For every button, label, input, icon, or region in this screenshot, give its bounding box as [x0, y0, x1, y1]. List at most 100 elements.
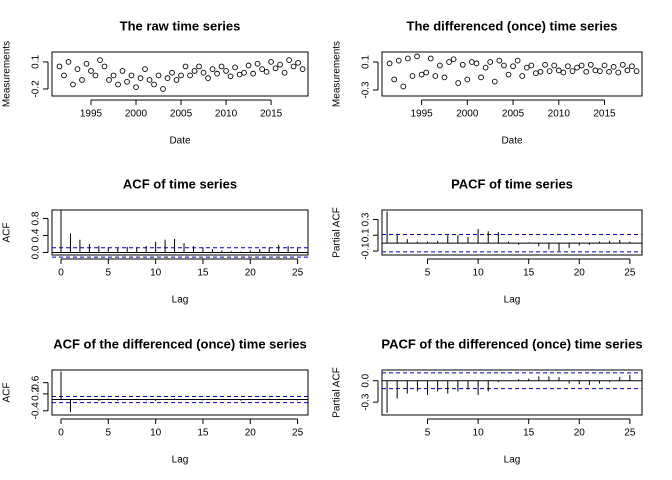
data-point: [487, 59, 494, 65]
data-point: [619, 61, 626, 68]
data-point: [88, 68, 94, 74]
x-tick-label: 10: [473, 268, 485, 279]
x-axis-label: Lag: [504, 455, 521, 466]
data-point: [427, 55, 434, 62]
plot-frame: [381, 369, 643, 416]
x-tick-label: 2005: [502, 109, 525, 120]
data-point: [510, 63, 516, 70]
data-point: [227, 73, 234, 80]
data-point: [583, 68, 590, 75]
x-tick-label: 25: [292, 268, 304, 279]
data-point: [61, 72, 67, 79]
x-tick-label: 0: [58, 268, 64, 279]
data-point: [560, 69, 567, 76]
data-point: [615, 69, 622, 76]
x-tick-label: 20: [245, 428, 257, 439]
x-tick-label: 2005: [170, 109, 193, 120]
x-tick-label: 5: [425, 268, 431, 279]
data-point: [56, 63, 63, 70]
data-point: [565, 63, 571, 70]
data-point: [272, 65, 279, 72]
data-point: [473, 60, 480, 67]
data-point: [423, 69, 430, 76]
data-point: [514, 57, 521, 64]
y-axis-label: Partial ACF: [332, 367, 343, 418]
data-point: [482, 64, 489, 71]
data-point: [191, 68, 198, 74]
x-tick-label: 1995: [80, 109, 103, 120]
data-point: [133, 84, 139, 91]
data-point: [386, 60, 393, 67]
x-axis-label: Date: [501, 136, 523, 147]
data-point: [414, 53, 420, 60]
data-point: [164, 75, 171, 81]
panel-title: ACF of time series: [123, 176, 237, 191]
data-point: [79, 77, 85, 83]
y-tick-label: -0.1: [361, 242, 372, 260]
data-point: [295, 59, 301, 66]
x-tick-label: 2010: [215, 109, 238, 120]
y-axis-label: Measurements: [332, 41, 343, 107]
plot-frame: [51, 209, 309, 256]
data-point: [569, 68, 576, 74]
data-point: [405, 55, 411, 62]
data-point: [528, 62, 535, 69]
plot-frame: [51, 369, 309, 416]
y-tick-label: 0.4: [31, 228, 42, 242]
x-tick-label: 20: [574, 268, 586, 279]
plot-frame: [51, 51, 309, 97]
data-point: [592, 67, 599, 74]
data-point: [232, 64, 238, 71]
data-point: [74, 66, 81, 72]
data-point: [70, 81, 76, 88]
x-tick-label: 10: [150, 428, 162, 439]
x-tick-label: 15: [523, 268, 535, 279]
y-tick-label: 0.0: [31, 245, 42, 259]
data-point: [299, 66, 306, 72]
data-point: [97, 57, 103, 63]
data-point: [391, 76, 398, 83]
data-point: [437, 62, 443, 69]
data-point: [496, 57, 503, 64]
y-tick-label: 0.6: [31, 375, 42, 389]
data-point: [601, 62, 608, 69]
panel-title: PACF of time series: [451, 176, 573, 191]
data-point: [142, 66, 148, 72]
panel-title: The raw time series: [120, 18, 241, 33]
data-point: [501, 62, 507, 69]
panel-title: PACF of the differenced (once) time seri…: [381, 336, 642, 351]
data-point: [459, 61, 466, 68]
y-axis-label: Partial ACF: [332, 207, 343, 258]
x-axis-label: Lag: [172, 455, 189, 466]
x-tick-label: 25: [624, 428, 636, 439]
data-point: [65, 59, 72, 65]
y-tick-label: -0.4: [31, 402, 42, 420]
x-tick-label: 15: [523, 428, 535, 439]
data-point: [574, 64, 580, 71]
x-tick-label: 25: [292, 428, 304, 439]
data-point: [578, 62, 585, 69]
data-point: [523, 64, 530, 71]
x-axis-label: Lag: [172, 295, 189, 306]
x-tick-label: 2010: [548, 109, 571, 120]
panel-title: The differenced (once) time series: [407, 18, 618, 33]
data-point: [464, 76, 471, 83]
y-tick-label: 0.1: [31, 55, 42, 69]
data-point: [606, 68, 612, 75]
y-tick-label: 0.1: [361, 55, 372, 69]
x-tick-label: 5: [106, 428, 112, 439]
data-point: [629, 63, 635, 70]
data-point: [178, 72, 184, 79]
data-point: [200, 69, 207, 76]
data-point: [290, 63, 297, 70]
y-tick-label: 0.2: [31, 387, 42, 401]
x-tick-label: 15: [197, 268, 209, 279]
plot-frame: [381, 51, 643, 97]
data-point: [268, 59, 274, 65]
data-point: [441, 74, 448, 81]
x-tick-label: 10: [473, 428, 485, 439]
data-point: [241, 69, 247, 76]
data-point: [418, 71, 425, 78]
data-point: [196, 63, 202, 70]
